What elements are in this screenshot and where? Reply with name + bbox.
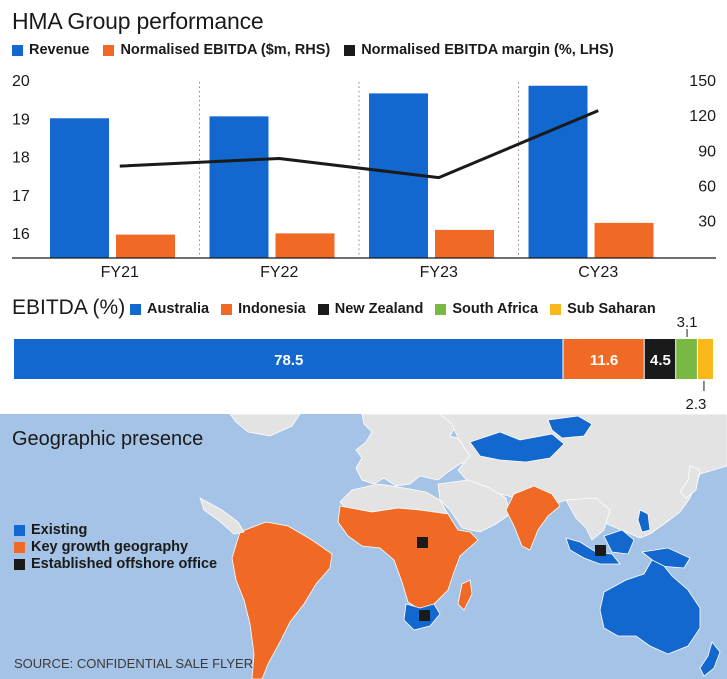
x-tick-label: FY22	[260, 264, 298, 281]
y-left-tick-label: 16	[12, 226, 30, 243]
ebitda-segment-sub-saharan	[697, 339, 713, 379]
map-legend-existing-label: Existing	[31, 522, 88, 538]
source-note: SOURCE: CONFIDENTIAL SALE FLYER	[14, 656, 254, 671]
performance-legend: Revenue Normalised EBITDA ($m, RHS) Norm…	[12, 42, 614, 58]
map-legend-office-label: Established offshore office	[31, 556, 218, 572]
legend-new-zealand: New Zealand	[317, 301, 424, 317]
offshore-office-south-africa-icon	[419, 610, 430, 621]
margin-swatch-icon	[344, 44, 356, 56]
ebitda-segment-label: 2.3	[686, 396, 707, 410]
australia-swatch-icon	[130, 303, 141, 315]
land-greenland	[229, 414, 301, 437]
legend-sub-saharan: Sub Saharan	[550, 301, 656, 317]
geographic-map: Geographic presence Existing Key growth …	[0, 414, 727, 679]
x-tick-label: FY21	[101, 264, 139, 281]
indonesia-swatch-icon	[221, 303, 233, 315]
legend-margin: Normalised EBITDA margin (%, LHS)	[344, 42, 614, 58]
offshore-office-east-africa-icon	[417, 537, 428, 548]
land-india	[505, 485, 561, 551]
office-swatch-icon	[14, 558, 25, 570]
y-right-tick-label: 120	[689, 108, 716, 125]
legend-sub-saharan-label: Sub Saharan	[567, 301, 656, 317]
x-tick-label: FY23	[420, 264, 458, 281]
land-central-asia-blue	[547, 415, 593, 439]
land-japan	[679, 465, 701, 499]
map-legend-office: Established offshore office	[14, 556, 217, 572]
ebitda-stacked-bar: 78.5 11.6 4.5 3.1 2.3	[14, 314, 713, 410]
legend-australia-label: Australia	[147, 301, 210, 317]
performance-chart: 16 17 18 19 20 30 60 90 120 150 FY21 FY22 FY23 CY23	[12, 73, 716, 281]
legend-indonesia-label: Indonesia	[238, 301, 306, 317]
growth-swatch-icon	[14, 541, 25, 553]
y-left-tick-label: 18	[12, 150, 30, 167]
land-se-asia	[565, 497, 611, 541]
map-legend-growth: Key growth geography	[14, 539, 217, 555]
land-new-zealand	[699, 641, 721, 677]
legend-indonesia: Indonesia	[221, 301, 306, 317]
land-indonesia	[565, 537, 621, 565]
land-africa-orange	[337, 505, 479, 611]
land-south-america	[231, 521, 333, 679]
y-left-tick-label: 19	[12, 111, 30, 128]
map-title: Geographic presence	[12, 428, 204, 450]
map-legend: Existing Key growth geography Establishe…	[14, 522, 217, 572]
world-map	[199, 414, 727, 679]
legend-revenue: Revenue	[12, 42, 89, 58]
new-zealand-swatch-icon	[317, 303, 329, 315]
land-madagascar	[457, 579, 473, 611]
existing-swatch-icon	[14, 524, 25, 536]
margin-line	[119, 109, 599, 180]
ebitda-segment-new-zealand	[644, 339, 676, 379]
map-legend-growth-label: Key growth geography	[31, 539, 189, 555]
x-tick-label: CY23	[578, 264, 618, 281]
legend-ebitda: Normalised EBITDA ($m, RHS)	[103, 42, 330, 58]
ebitda-segment-label: 11.6	[590, 352, 618, 369]
chart-title: HMA Group performance	[12, 8, 264, 34]
revenue-bar	[209, 116, 269, 258]
ebitda-bar	[435, 229, 494, 258]
legend-new-zealand-label: New Zealand	[334, 301, 424, 317]
south-africa-swatch-icon	[435, 303, 447, 315]
ebitda-bar	[275, 233, 335, 258]
land-mongolia	[469, 431, 565, 463]
ebitda-bar	[594, 222, 654, 258]
land-borneo	[603, 529, 635, 555]
ebitda-swatch-icon	[103, 44, 115, 56]
land-central-america	[199, 497, 245, 535]
ebitda-legend: Australia Indonesia New Zealand South Af…	[130, 301, 656, 317]
y-left-tick-label: 20	[12, 73, 30, 90]
legend-south-africa: South Africa	[435, 301, 538, 317]
legend-south-africa-label: South Africa	[452, 301, 539, 317]
y-right-tick-label: 90	[698, 143, 716, 160]
sub-saharan-swatch-icon	[550, 303, 562, 315]
y-right-tick-label: 30	[698, 214, 716, 231]
offshore-office-indonesia-icon	[595, 545, 606, 556]
legend-ebitda-label: Normalised EBITDA ($m, RHS)	[120, 42, 331, 58]
ebitda-segment-label: 4.5	[650, 352, 671, 369]
revenue-bar	[528, 85, 588, 258]
revenue-bar	[50, 118, 109, 258]
land-philippines	[637, 509, 651, 533]
ebitda-segment-indonesia	[563, 339, 644, 379]
map-legend-existing: Existing	[14, 522, 217, 538]
legend-revenue-label: Revenue	[29, 42, 90, 58]
ebitda-share-title: EBITDA (%)	[12, 296, 126, 319]
ebitda-bar	[116, 234, 175, 258]
ebitda-segment-australia	[14, 339, 563, 379]
ebitda-segment-label: 78.5	[274, 352, 303, 369]
y-right-tick-label: 150	[689, 73, 716, 90]
land-australia	[599, 559, 701, 655]
ebitda-segment-label: 3.1	[677, 314, 698, 331]
ebitda-segment-south-africa	[676, 339, 697, 379]
legend-margin-label: Normalised EBITDA margin (%, LHS)	[361, 42, 614, 58]
land-middle-east	[437, 479, 511, 533]
revenue-swatch-icon	[12, 44, 23, 56]
y-left-tick-label: 17	[12, 188, 30, 205]
y-right-tick-label: 60	[698, 178, 716, 195]
legend-australia: Australia	[130, 301, 209, 317]
